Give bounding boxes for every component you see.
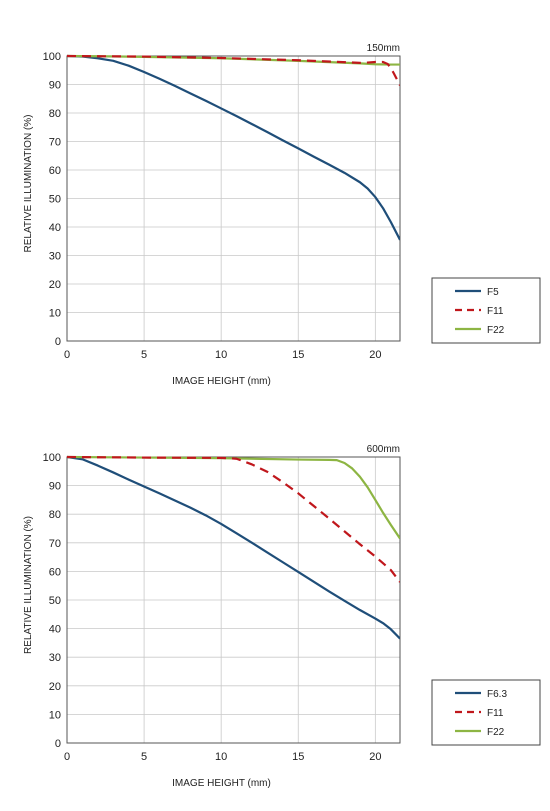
legend-label: F11 — [487, 708, 504, 719]
x-tick-label: 5 — [141, 349, 147, 361]
x-axis-label: IMAGE HEIGHT (mm) — [172, 376, 271, 387]
x-tick-label: 15 — [292, 751, 304, 763]
y-tick-label: 20 — [49, 279, 61, 291]
legend: F6.3 F11 F22 — [431, 679, 541, 746]
x-tick-label: 20 — [369, 751, 381, 763]
legend-label: F22 — [487, 325, 505, 336]
y-tick-label: 10 — [49, 709, 61, 721]
series-line-f6-3 — [67, 455, 400, 640]
chart-title: 150mm — [367, 43, 400, 54]
plot-frame — [66, 456, 401, 744]
legend-label: F5 — [487, 287, 499, 298]
x-tick-label: 0 — [64, 751, 70, 763]
x-tick-label: 5 — [141, 751, 147, 763]
x-tick-label: 20 — [369, 349, 381, 361]
x-tick-label: 10 — [215, 751, 227, 763]
y-tick-label: 40 — [49, 624, 61, 636]
y-tick-label: 30 — [49, 652, 61, 664]
chart-1: 0 10 20 30 40 50 60 70 80 90 100 0 5 10 15 20 150mm IMAGE… — [23, 43, 541, 387]
y-tick-label: 80 — [49, 509, 61, 521]
y-tick-label: 70 — [49, 538, 61, 550]
y-tick-label: 50 — [49, 194, 61, 206]
y-tick-label: 80 — [49, 108, 61, 120]
y-tick-label: 30 — [49, 251, 61, 263]
y-axis-label: RELATIVE ILLUMINATION (%) — [23, 516, 34, 654]
y-tick-label: 70 — [49, 137, 61, 149]
y-tick-label: 20 — [49, 681, 61, 693]
x-tick-label: 0 — [64, 349, 70, 361]
legend-label: F6.3 — [487, 689, 507, 700]
legend-box — [431, 277, 541, 344]
y-tick-label: 100 — [43, 452, 61, 464]
legend: F5 F11 F22 — [431, 277, 541, 344]
y-tick-label: 10 — [49, 308, 61, 320]
chart-title: 600mm — [367, 444, 400, 455]
y-axis-label: RELATIVE ILLUMINATION (%) — [23, 115, 34, 253]
series-line-f22 — [67, 455, 400, 540]
y-tick-label: 90 — [49, 80, 61, 92]
x-tick-label: 15 — [292, 349, 304, 361]
chart-2: 0 10 20 30 40 50 60 70 80 90 100 0 5 10 15 20 600mm IMAGE… — [23, 444, 541, 789]
y-tick-label: 0 — [55, 336, 61, 348]
x-tick-label: 10 — [215, 349, 227, 361]
y-tick-label: 60 — [49, 165, 61, 177]
y-tick-label: 50 — [49, 595, 61, 607]
plot-frame — [66, 55, 401, 342]
y-tick-label: 60 — [49, 566, 61, 578]
y-tick-label: 90 — [49, 481, 61, 493]
y-tick-label: 100 — [43, 51, 61, 63]
legend-box — [431, 679, 541, 746]
y-tick-label: 0 — [55, 738, 61, 750]
series-line-f11 — [67, 54, 400, 86]
x-axis-label: IMAGE HEIGHT (mm) — [172, 778, 271, 789]
y-tick-label: 40 — [49, 222, 61, 234]
legend-label: F11 — [487, 306, 504, 317]
legend-label: F22 — [487, 727, 505, 738]
series-line-f11 — [67, 455, 400, 583]
series-line-f5 — [67, 54, 400, 241]
